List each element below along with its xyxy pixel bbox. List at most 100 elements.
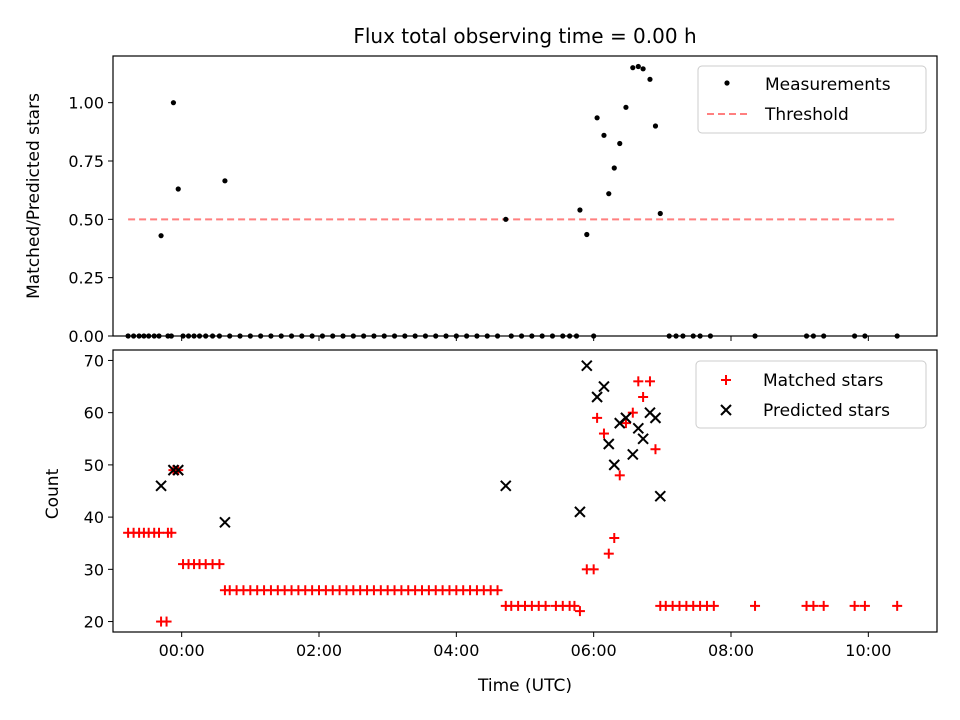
predicted-star-point: [581, 359, 593, 372]
measurement-point: [464, 333, 470, 339]
predicted-star-point: [219, 516, 231, 529]
cross-b: [155, 480, 167, 492]
measurement-point: [752, 333, 758, 339]
top-ytick-label: 0.00: [68, 327, 104, 346]
cross-b: [574, 506, 586, 518]
measurement-point: [640, 66, 646, 72]
matched-star-point: [492, 585, 503, 596]
cross-b: [620, 412, 632, 424]
measurement-point: [601, 132, 607, 138]
cross-b: [581, 359, 593, 372]
matched-star-point: [633, 376, 644, 387]
measurement-point: [158, 233, 164, 239]
bottom-ytick-label: 30: [84, 560, 104, 579]
matched-star-point: [644, 376, 655, 387]
measurement-point: [141, 333, 147, 339]
measurement-point: [151, 333, 157, 339]
measurement-point: [309, 333, 315, 339]
measurement-point: [673, 333, 679, 339]
measurement-point: [573, 333, 580, 339]
measurement-point: [191, 333, 197, 339]
measurement-point: [371, 333, 377, 339]
measurement-point: [529, 333, 535, 339]
cross-b: [654, 490, 666, 502]
measurement-point: [209, 333, 216, 339]
bottom-xtick-label: 02:00: [296, 641, 342, 660]
cross-b: [603, 438, 615, 450]
top-ytick-label: 1.00: [68, 94, 104, 113]
measurement-point: [131, 333, 137, 339]
measurement-point: [484, 333, 490, 339]
measurement-point: [549, 333, 556, 339]
measurement-point: [803, 333, 810, 339]
measurement-point: [340, 333, 346, 339]
measurement-point: [319, 333, 326, 339]
measurement-point: [623, 104, 629, 110]
cross-b: [591, 391, 603, 403]
top-axes-frame: [112, 55, 938, 337]
matched-star-point: [603, 548, 614, 559]
measurement-point: [494, 333, 501, 339]
matched-star-point: [598, 428, 609, 439]
matched-star-point: [750, 600, 761, 611]
matched-star-point: [627, 407, 638, 418]
predicted-star-point: [167, 464, 180, 476]
measurement-point: [591, 333, 597, 339]
measurement-point: [567, 333, 573, 339]
measurement-point: [402, 333, 408, 339]
measurement-point: [503, 216, 509, 222]
bottom-xtick-label: 10:00: [845, 641, 891, 660]
matched-star-point: [892, 600, 903, 611]
predicted-star-point: [172, 464, 184, 476]
bottom-axes-frame: [112, 349, 938, 633]
bottom-xtick-label: 00:00: [159, 641, 205, 660]
predicted-star-point: [608, 459, 620, 471]
measurement-point: [508, 333, 514, 339]
matched-star-point: [592, 412, 603, 423]
measurement-point: [288, 333, 295, 339]
matched-star-point: [609, 533, 620, 543]
measurement-point: [630, 65, 636, 71]
measurement-point: [680, 333, 686, 339]
measurement-point: [247, 333, 253, 339]
matched-star-point: [569, 600, 580, 611]
bottom-ytick-label: 40: [84, 508, 104, 527]
predicted-star-point: [574, 506, 586, 518]
top-legend-box: [697, 65, 927, 134]
matched-star-point: [708, 600, 719, 611]
measurement-point: [697, 333, 703, 339]
measurement-point: [707, 333, 714, 339]
measurement-point: [299, 333, 305, 339]
measurement-point: [422, 333, 429, 339]
measurement-point: [584, 231, 590, 238]
matched-star-point: [166, 527, 177, 538]
measurement-point: [810, 333, 817, 339]
measurement-point: [136, 333, 142, 339]
measurement-point: [594, 115, 600, 121]
measurement-point: [821, 333, 827, 339]
measurement-point: [391, 333, 398, 339]
matched-star-point: [214, 559, 225, 570]
predicted-star-point: [627, 448, 639, 461]
measurement-point: [518, 333, 525, 339]
measurement-point: [168, 333, 174, 339]
chart-title: Flux total observing time = 0.00 h: [353, 24, 696, 48]
top-panel: Matched/Predicted stars 0.00 0.25 0.50 0.75…: [24, 55, 938, 346]
cross-b: [500, 480, 512, 492]
measurement-point: [617, 140, 623, 147]
measurement-point: [635, 63, 641, 70]
matched-star-point: [540, 600, 551, 611]
measurement-point: [361, 333, 367, 339]
top-ytick-label: 0.75: [68, 152, 104, 171]
measurement-point: [170, 100, 177, 106]
measurement-point: [606, 191, 612, 197]
measurement-point: [560, 333, 566, 339]
cross-b: [608, 459, 620, 471]
legend-matched-marker: [721, 375, 731, 385]
predicted-star-point: [654, 490, 666, 502]
bottom-xlabel: Time (UTC): [477, 676, 572, 696]
matched-star-point: [638, 392, 649, 402]
measurement-point: [175, 186, 181, 192]
measurement-point: [474, 333, 480, 339]
